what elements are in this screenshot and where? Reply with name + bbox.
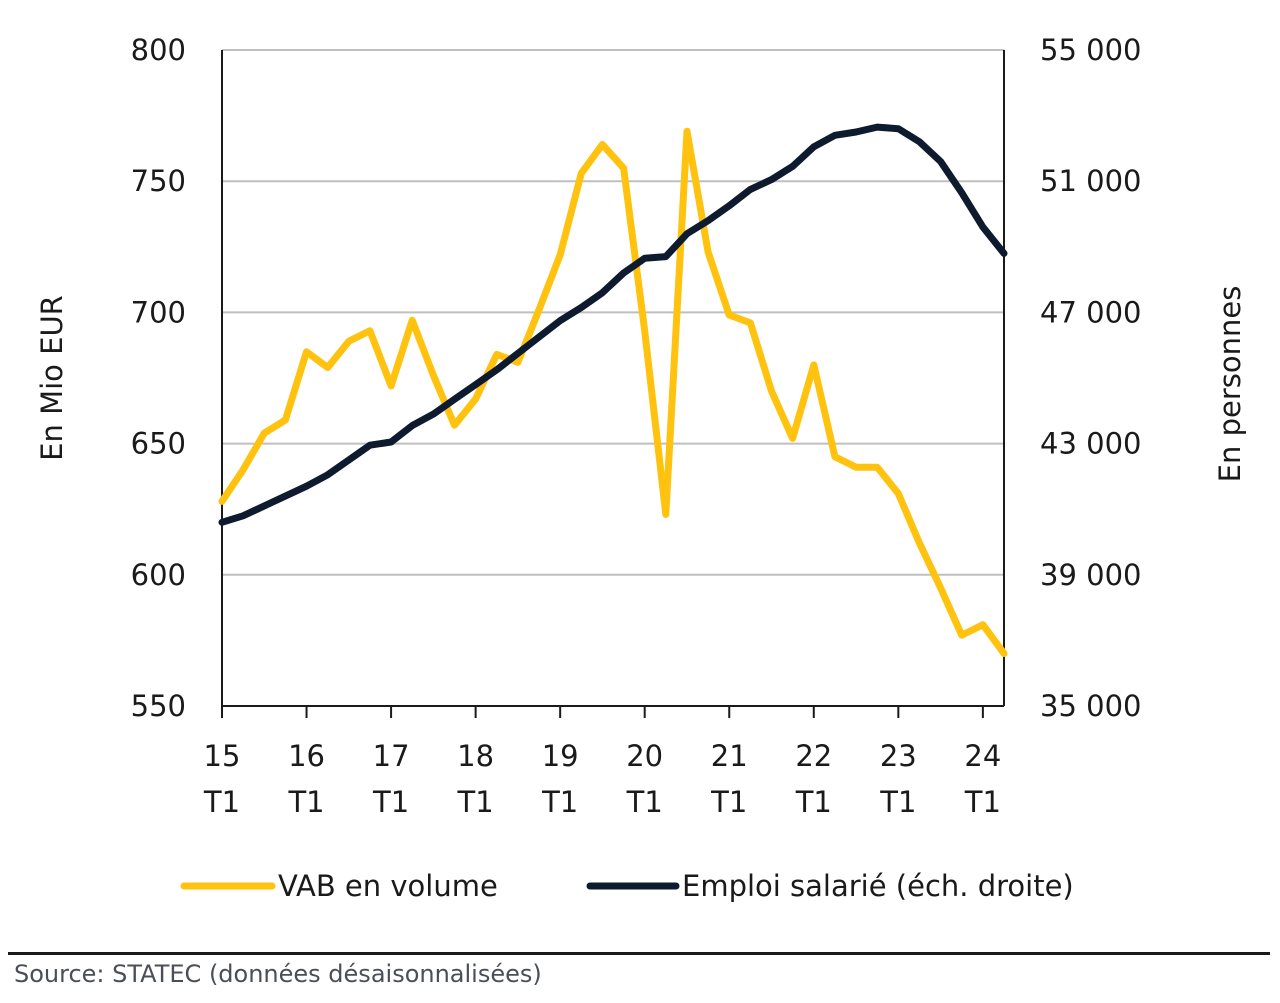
y-right-tick-label: 39 000 [1040,558,1141,592]
y-axis-left-title: En Mio EUR [35,295,69,461]
series-lines [218,123,1008,657]
x-tick-label-quarter: T1 [795,785,832,819]
x-tick-label-year: 17 [373,739,410,773]
y-axis-left-ticks: 550 600 650 700 750 800 [131,33,186,723]
x-tick-label-quarter: T1 [710,785,747,819]
x-tick-label-quarter: T1 [879,785,916,819]
legend: VAB en volume Emploi salarié (éch. droite… [180,869,1074,903]
x-tick-label-year: 21 [711,739,748,773]
legend-label: VAB en volume [278,869,498,903]
y-left-tick-label: 650 [131,427,186,461]
x-tick-label-year: 15 [204,739,241,773]
x-axis-ticks: 15 T1 16 T1 17 T1 18 T1 19 T1 20 T1 21 T1 22 T1 23 T1 24 T1 [203,706,1001,819]
y-left-tick-label: 550 [131,689,186,723]
grid-lines [222,49,1004,576]
x-tick-label-year: 24 [964,739,1001,773]
y-axis-right-title: En personnes [1213,286,1247,483]
series-line-vab [218,127,1008,657]
x-tick-label-quarter: T1 [541,785,578,819]
y-right-tick-label: 47 000 [1040,295,1141,329]
x-tick-label-year: 23 [880,739,917,773]
axes [221,50,1005,707]
legend-label: Emploi salarié (éch. droite) [682,869,1074,903]
x-tick-label-year: 20 [626,739,663,773]
x-tick-label-quarter: T1 [372,785,409,819]
y-axis-right-ticks: 35 000 39 000 43 000 47 000 51 000 55 000 [1040,33,1141,723]
x-tick-label-year: 18 [457,739,494,773]
x-tick-label-quarter: T1 [203,785,240,819]
x-tick-label-quarter: T1 [457,785,494,819]
y-right-tick-label: 43 000 [1040,427,1141,461]
x-tick-label-quarter: T1 [964,785,1001,819]
y-right-tick-label: 51 000 [1040,164,1141,198]
source-note: Source: STATEC (données désaisonnalisées… [14,960,542,988]
y-left-tick-label: 750 [131,164,186,198]
y-right-tick-label: 55 000 [1040,33,1141,67]
series-line-emploi [218,123,1008,526]
y-left-tick-label: 600 [131,558,186,592]
y-left-tick-label: 700 [131,295,186,329]
x-tick-label-year: 16 [288,739,325,773]
y-left-tick-label: 800 [131,33,186,67]
x-tick-label-year: 19 [542,739,579,773]
y-right-tick-label: 35 000 [1040,689,1141,723]
footer-divider [8,952,1270,955]
x-tick-label-quarter: T1 [287,785,324,819]
x-tick-label-quarter: T1 [626,785,663,819]
x-tick-label-year: 22 [795,739,832,773]
